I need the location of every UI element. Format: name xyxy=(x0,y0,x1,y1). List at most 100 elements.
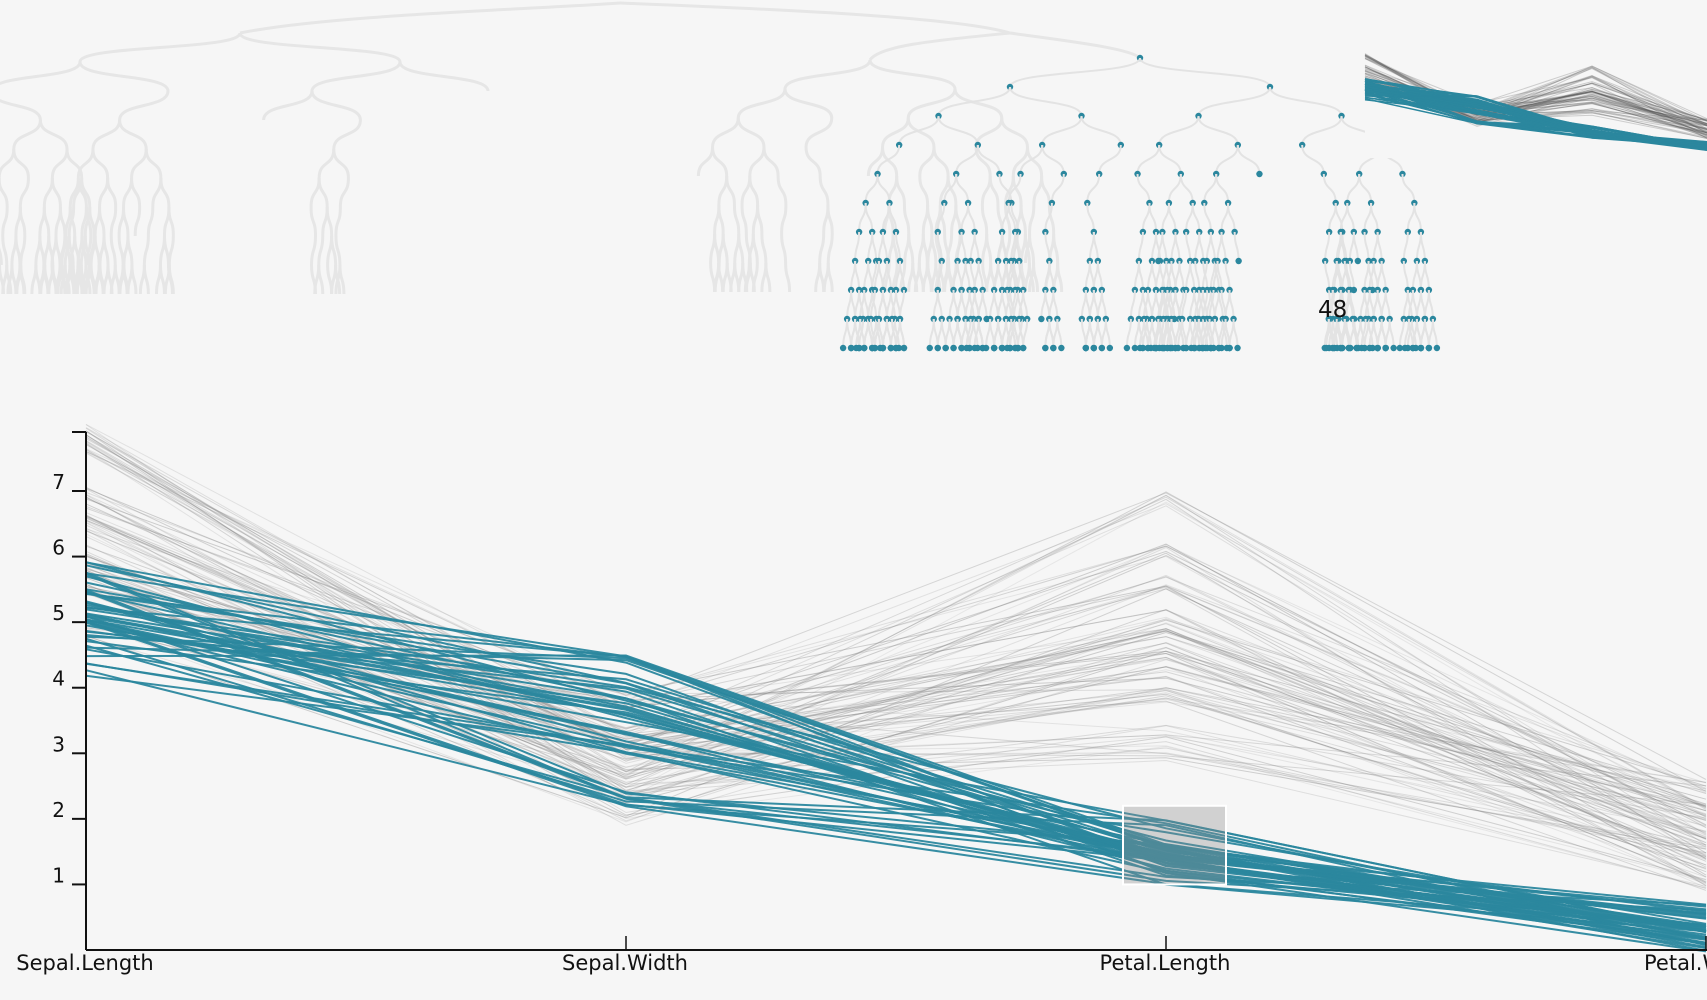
tree-node[interactable] xyxy=(1156,344,1163,352)
faded-branch xyxy=(317,148,336,179)
tree-node[interactable] xyxy=(1358,344,1365,352)
highlighted-branch xyxy=(876,173,891,204)
highlighted-branch xyxy=(1367,318,1374,349)
tree-node[interactable] xyxy=(1003,344,1011,352)
tree-node[interactable] xyxy=(1123,344,1131,352)
tree-node[interactable] xyxy=(971,344,978,352)
y-tick: 6 xyxy=(52,536,86,560)
mini-parallel-coordinates-preview[interactable] xyxy=(1364,48,1707,158)
highlighted-line xyxy=(85,620,1707,950)
faded-branch xyxy=(338,264,346,295)
tree-node[interactable] xyxy=(1329,344,1336,352)
faded-branch xyxy=(721,233,729,264)
tree-node[interactable] xyxy=(1155,257,1162,265)
tree-node[interactable] xyxy=(1390,344,1397,352)
tree-node[interactable] xyxy=(1374,344,1381,352)
context-line xyxy=(85,427,1707,850)
tree-node[interactable] xyxy=(1337,344,1344,352)
tree-node[interactable] xyxy=(1396,344,1404,352)
tree-node[interactable] xyxy=(1417,344,1425,352)
axis-label-sepal-width[interactable]: Sepal.Width xyxy=(562,951,688,975)
tree-node[interactable] xyxy=(1202,344,1209,352)
tree-node[interactable] xyxy=(1350,286,1358,294)
faded-branch xyxy=(756,204,764,235)
tree-node[interactable] xyxy=(1433,344,1441,352)
axis-label-petal-width[interactable]: Petal.Width xyxy=(1644,951,1707,975)
tree-node[interactable] xyxy=(1353,344,1360,352)
tree-node[interactable] xyxy=(1226,344,1233,352)
tree-node[interactable] xyxy=(1011,344,1019,352)
tree-node[interactable] xyxy=(1098,344,1106,352)
tree-node[interactable] xyxy=(1144,344,1152,352)
faded-branch xyxy=(1011,175,1023,206)
tree-node[interactable] xyxy=(1321,344,1328,352)
tree-node[interactable] xyxy=(1401,344,1409,352)
tree-node[interactable] xyxy=(1382,344,1389,352)
highlighted-branch xyxy=(1178,260,1185,291)
tree-node[interactable] xyxy=(942,344,949,352)
tree-node[interactable] xyxy=(871,344,879,352)
tree-node[interactable] xyxy=(1050,344,1057,352)
axes: 1 2 3 4 5 6 7 Sepal.Length Sepal.Width Petal.Leng… xyxy=(16,431,1707,975)
faded-branch xyxy=(12,148,30,179)
faded-branch xyxy=(783,88,834,119)
tree-node[interactable] xyxy=(1136,344,1144,352)
tree-node[interactable] xyxy=(926,344,933,352)
faded-branch xyxy=(38,119,69,150)
y-tick-label: 7 xyxy=(52,470,65,494)
tree-node[interactable] xyxy=(1082,344,1090,352)
tree-node[interactable] xyxy=(1409,344,1417,352)
tree-node[interactable] xyxy=(998,344,1006,352)
tree-node[interactable] xyxy=(1234,344,1241,352)
tree-node[interactable] xyxy=(879,344,887,352)
tree-node[interactable] xyxy=(1218,344,1225,352)
tree-node[interactable] xyxy=(1042,344,1049,352)
petal-length-brush[interactable] xyxy=(1122,804,1227,886)
tree-node[interactable] xyxy=(990,344,998,352)
faded-branch xyxy=(332,148,350,179)
tree-node[interactable] xyxy=(950,344,957,352)
tree-node[interactable] xyxy=(1090,344,1098,352)
tree-node[interactable] xyxy=(934,344,941,352)
tree-node[interactable] xyxy=(958,344,965,352)
tree-node[interactable] xyxy=(1366,344,1373,352)
tree-node[interactable] xyxy=(847,344,855,352)
tree-node[interactable] xyxy=(887,344,895,352)
axis-label-sepal-length[interactable]: Sepal.Length xyxy=(16,951,153,975)
faded-branch xyxy=(158,264,166,295)
highlighted-branch xyxy=(1092,231,1099,262)
faded-branch xyxy=(1009,31,1142,60)
tree-node[interactable] xyxy=(1345,344,1352,352)
highlighted-branch xyxy=(1018,260,1025,291)
tree-node[interactable] xyxy=(1256,170,1263,178)
tree-node[interactable] xyxy=(1038,315,1045,323)
tree-node[interactable] xyxy=(1151,344,1158,352)
tree-node[interactable] xyxy=(1131,344,1139,352)
tree-node[interactable] xyxy=(1182,344,1190,352)
tree-node[interactable] xyxy=(852,344,860,352)
tree-node[interactable] xyxy=(860,344,868,352)
tree-node[interactable] xyxy=(1174,344,1182,352)
tree-node[interactable] xyxy=(1425,344,1433,352)
tree-node[interactable] xyxy=(1235,257,1242,265)
context-line xyxy=(85,516,1707,866)
tree-node[interactable] xyxy=(982,344,990,352)
tree-node[interactable] xyxy=(839,344,847,352)
tree-node[interactable] xyxy=(1106,344,1114,352)
dendrogram-highlighted-subtree[interactable] xyxy=(839,54,1441,352)
tree-node[interactable] xyxy=(1164,344,1171,352)
highlighted-branch xyxy=(876,144,901,175)
tree-node[interactable] xyxy=(963,344,970,352)
tree-node[interactable] xyxy=(1354,257,1362,265)
highlighted-branch xyxy=(1007,173,1022,204)
highlighted-branch xyxy=(867,318,874,349)
highlighted-branch xyxy=(964,260,971,291)
highlighted-branch xyxy=(1145,318,1152,349)
tree-node[interactable] xyxy=(1019,344,1027,352)
tree-node[interactable] xyxy=(1191,344,1199,352)
axis-label-petal-length[interactable]: Petal.Length xyxy=(1100,951,1231,975)
tree-node[interactable] xyxy=(1210,344,1217,352)
tree-node[interactable] xyxy=(892,344,900,352)
tree-node[interactable] xyxy=(900,344,908,352)
tree-node[interactable] xyxy=(1058,344,1065,352)
